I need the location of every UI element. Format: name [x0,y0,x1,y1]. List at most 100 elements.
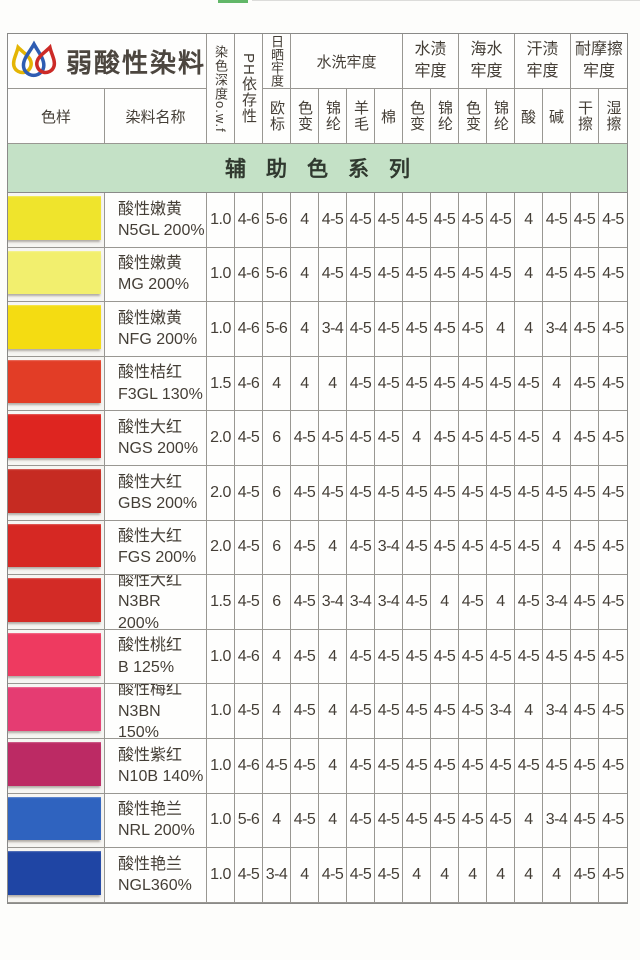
fastness-value: 6 [263,411,291,466]
fastness-value: 4-5 [459,738,487,794]
fastness-value: 4-5 [571,465,599,521]
group-header-perspiration-fastness: 汗渍牢度 [515,34,571,89]
dye-row: 酸性嫩黄 N5GL 200% 1.0 4-6 5-6 4 4-5 4-5 4-5 4-5 4-5… [8,193,627,248]
fastness-value: 4-5 [431,247,459,303]
fastness-value: 4-5 [599,411,627,466]
fastness-value: 4-5 [375,848,403,903]
fastness-value: 3-4 [319,575,347,630]
fabric-swatch [8,359,101,404]
fastness-value: 4-5 [431,193,459,248]
fastness-value: 4-5 [487,356,515,412]
dye-name-cn: 酸性大红 [118,528,183,546]
fastness-value: 4-5 [375,411,403,466]
fastness-value: 4-5 [403,575,431,630]
fastness-value: 4 [263,684,291,739]
fastness-value: 2.0 [207,520,235,576]
fastness-value: 4 [319,629,347,685]
table-body: 酸性嫩黄 N5GL 200% 1.0 4-6 5-6 4 4-5 4-5 4-5 4-5 4-5… [8,193,627,903]
fastness-value: 4-5 [403,520,431,576]
fastness-value: 4-5 [571,738,599,794]
fastness-value: 5-6 [263,247,291,303]
fastness-value: 1.0 [207,738,235,794]
fastness-value: 4-5 [515,465,543,521]
fastness-value: 4-5 [375,356,403,412]
fastness-value: 4 [459,848,487,903]
fastness-value: 4 [319,356,347,412]
fastness-value: 4-5 [431,302,459,357]
fastness-value: 4 [543,356,571,412]
fastness-value: 4-5 [347,520,375,576]
dye-name-cell: 酸性艳兰 NGL360% [105,848,207,903]
fastness-value: 4-5 [571,193,599,248]
fastness-value: 1.5 [207,356,235,412]
dye-row: 酸性梅红 N3BN 150% 1.0 4-5 4 4-5 4 4-5 4-5 4-5 4-5 4-… [8,684,627,739]
fastness-value: 4-5 [347,793,375,849]
fastness-value: 4-5 [431,629,459,685]
fastness-value: 4-5 [347,629,375,685]
color-sample-cell [8,575,105,630]
fastness-value: 4-5 [291,684,319,739]
fastness-value: 3-4 [347,575,375,630]
fastness-value: 4-5 [599,629,627,685]
fastness-value: 4 [319,684,347,739]
sub-header-nylon: 锦纶 [319,89,347,144]
fastness-value: 4-5 [599,465,627,521]
fastness-value: 4-5 [403,193,431,248]
fastness-value: 4-5 [403,684,431,739]
fastness-value: 4 [487,575,515,630]
fastness-value: 4-5 [319,848,347,903]
sub-header-color-change: 色变 [291,89,319,144]
dye-name-cn: 酸性艳兰 [118,855,183,873]
fastness-value: 4-6 [235,629,263,685]
fabric-swatch [8,578,101,622]
fastness-value: 4 [515,848,543,903]
dye-name-code: NRL 200% [118,822,195,840]
fastness-value: 4-5 [235,465,263,521]
fastness-value: 4-5 [235,411,263,466]
fastness-value: 4-5 [599,302,627,357]
dye-row: 酸性大红 FGS 200% 2.0 4-5 6 4-5 4 4-5 3-4 4-5 4-5 4-5… [8,520,627,576]
fastness-value: 4-5 [459,356,487,412]
group-header-washing-fastness: 水洗牢度 [291,34,403,89]
fastness-value: 4-5 [543,465,571,521]
fastness-value: 4 [403,411,431,466]
dye-name-cell: 酸性大红 FGS 200% [105,520,207,576]
fastness-value: 4 [431,575,459,630]
fastness-value: 4-5 [431,465,459,521]
dye-row: 酸性大红 N3BR 200% 1.5 4-5 6 4-5 3-4 3-4 3-4 4-5 4 4-… [8,575,627,630]
fastness-value: 4 [291,193,319,248]
fastness-value: 4-5 [599,356,627,412]
fastness-value: 4 [515,793,543,849]
col-header-dye-name: 染料名称 [105,89,207,144]
table-header: 弱酸性染料 色样 染料名称 染色深度o.w.f PH依存性 日晒牢度 欧标 水洗… [8,34,627,144]
fastness-value: 4-5 [459,193,487,248]
fastness-value: 3-4 [375,520,403,576]
fastness-value: 4-5 [347,411,375,466]
fastness-value: 4-6 [235,738,263,794]
fastness-value: 4-5 [459,411,487,466]
fastness-value: 4-5 [431,684,459,739]
fastness-value: 4-5 [515,738,543,794]
dye-name-code: FGS 200% [118,549,197,567]
fastness-value: 4-5 [431,411,459,466]
fastness-value: 3-4 [543,302,571,357]
fabric-swatch [8,196,101,240]
dye-name-cell: 酸性艳兰 NRL 200% [105,793,207,849]
fastness-value: 4-5 [375,684,403,739]
dye-row: 酸性嫩黄 MG 200% 1.0 4-6 5-6 4 4-5 4-5 4-5 4-5 4-5 4-… [8,247,627,303]
fabric-swatch [8,796,101,841]
dye-row: 酸性艳兰 NRL 200% 1.0 5-6 4 4-5 4 4-5 4-5 4-5 4-5 4-5… [8,793,627,849]
fastness-value: 4-5 [571,520,599,576]
dye-name-cn: 酸性桔红 [118,364,183,382]
fastness-value: 4-5 [487,793,515,849]
color-sample-cell [8,193,105,248]
dye-row: 酸性桔红 F3GL 130% 1.5 4-6 4 4 4 4-5 4-5 4-5 4-5 4-5 4… [8,356,627,412]
dye-name-code: NGL360% [118,876,192,894]
fastness-value: 1.0 [207,302,235,357]
fastness-value: 4 [319,520,347,576]
fastness-value: 4-5 [487,411,515,466]
color-sample-cell [8,465,105,521]
fastness-value: 4 [487,302,515,357]
fastness-value: 1.0 [207,629,235,685]
color-sample-cell [8,629,105,685]
